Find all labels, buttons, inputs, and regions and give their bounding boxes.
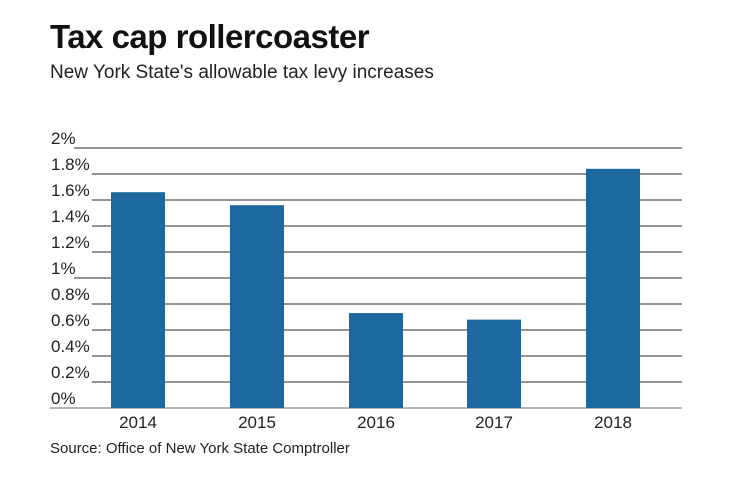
label-mask xyxy=(50,251,92,254)
y-tick-label: 0.8% xyxy=(51,285,90,304)
x-tick-label: 2015 xyxy=(238,413,276,432)
label-mask xyxy=(50,173,92,176)
bar-2016 xyxy=(349,313,403,408)
x-tick-label: 2018 xyxy=(594,413,632,432)
y-tick-label: 1.2% xyxy=(51,233,90,252)
label-mask xyxy=(50,277,74,280)
bar-2014 xyxy=(111,192,165,408)
x-tick-label: 2017 xyxy=(475,413,513,432)
y-tick-label: 2% xyxy=(51,129,76,148)
x-tick-label: 2016 xyxy=(357,413,395,432)
label-mask xyxy=(50,147,74,150)
label-mask xyxy=(50,199,92,202)
x-tick-label: 2014 xyxy=(119,413,157,432)
chart-title: Tax cap rollercoaster xyxy=(50,18,370,55)
label-mask xyxy=(50,329,92,332)
y-tick-label: 1.6% xyxy=(51,181,90,200)
y-tick-label: 0% xyxy=(51,389,76,408)
chart-subtitle: New York State's allowable tax levy incr… xyxy=(50,62,434,83)
bar-2018 xyxy=(586,168,640,408)
label-mask xyxy=(50,303,92,306)
label-mask xyxy=(50,355,92,358)
bar-2015 xyxy=(230,205,284,408)
y-tick-label: 1% xyxy=(51,259,76,278)
source-note: Source: Office of New York State Comptro… xyxy=(50,440,350,457)
y-tick-label: 0.4% xyxy=(51,337,90,356)
y-tick-label: 0.2% xyxy=(51,363,90,382)
label-mask xyxy=(50,381,92,384)
bar-2017 xyxy=(467,319,521,408)
label-mask xyxy=(50,225,92,228)
y-tick-label: 1.8% xyxy=(51,155,90,174)
y-tick-label: 0.6% xyxy=(51,311,90,330)
y-tick-label: 1.4% xyxy=(51,207,90,226)
